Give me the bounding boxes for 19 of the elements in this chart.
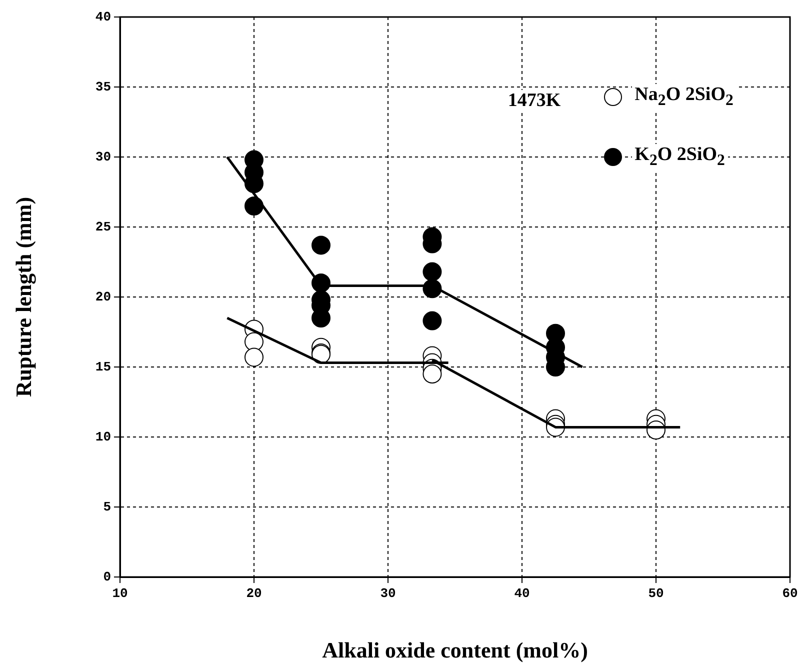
legend-label: K$_{2}$O 2SiO$_{2}$ xyxy=(632,144,728,170)
y-tick-label: 5 xyxy=(103,499,112,514)
y-tick-label: 25 xyxy=(95,219,112,234)
x-tick-label: 30 xyxy=(380,586,396,602)
annotation: 1473K xyxy=(504,90,564,112)
y-tick-label: 10 xyxy=(95,429,112,444)
x-tick-label: 40 xyxy=(514,586,530,602)
y-tick-label: 35 xyxy=(95,79,112,94)
y-tick-label: 40 xyxy=(95,9,112,24)
x-tick-label: 20 xyxy=(246,586,262,602)
y-tick-label: 30 xyxy=(95,149,112,164)
y-tick-label: 20 xyxy=(95,289,112,304)
legend-label: Na$_{2}$O 2SiO$_{2}$ xyxy=(632,84,736,110)
y-tick-label: 15 xyxy=(95,359,112,374)
y-axis-title: Rupture length (mm) xyxy=(10,196,36,398)
y-tick-label: 0 xyxy=(103,569,112,584)
x-tick-label: 50 xyxy=(648,586,664,602)
x-axis-title: Alkali oxide content (mol%) xyxy=(322,637,588,662)
x-tick-label: 60 xyxy=(782,586,798,602)
